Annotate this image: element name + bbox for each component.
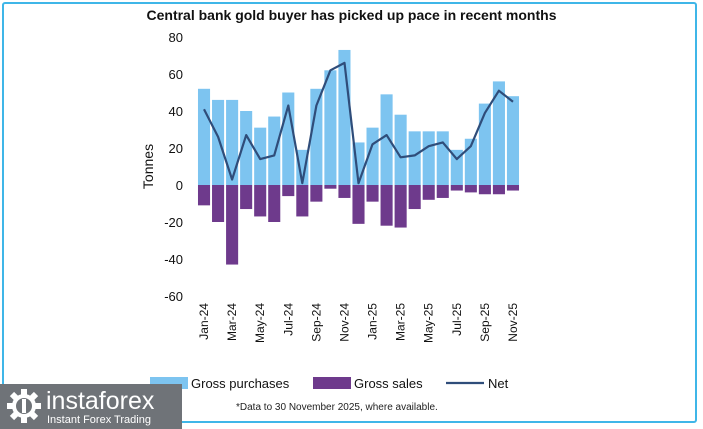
sales-bar [268, 185, 281, 222]
sales-bar [436, 185, 449, 198]
sales-bar [310, 185, 323, 202]
sales-bar [366, 185, 379, 202]
purchase-bar [197, 88, 211, 185]
x-tick-label: Nov-25 [506, 303, 520, 342]
sales-bar [338, 185, 351, 198]
sales-bar [197, 185, 211, 206]
sales-bar [324, 185, 337, 189]
sales-bar [464, 185, 477, 193]
net-line [203, 61, 514, 185]
x-tick-label: Jan-24 [197, 303, 211, 340]
brand-name: instaforex [46, 387, 155, 415]
y-tick-label: 80 [169, 30, 183, 45]
purchase-bar [436, 131, 449, 185]
legend-swatch-sales [313, 377, 351, 389]
y-tick-label: -60 [164, 289, 183, 304]
purchase-bar [296, 149, 309, 185]
sales-bar [240, 185, 253, 210]
x-tick-label: May-25 [422, 303, 436, 343]
x-tick-label: Mar-25 [394, 303, 408, 341]
purchase-bar [240, 111, 253, 185]
legend-label-sales: Gross sales [354, 376, 423, 391]
y-tick-label: 60 [169, 67, 183, 82]
instaforex-watermark: instaforex Instant Forex Trading [0, 384, 182, 429]
x-tick-label: Nov-24 [337, 303, 351, 342]
y-axis-label: Tonnes [140, 144, 156, 189]
sales-bar [254, 185, 267, 217]
footnote: *Data to 30 November 2025, where availab… [236, 402, 438, 413]
chart-title: Central bank gold buyer has picked up pa… [146, 7, 557, 23]
y-tick-label: 0 [176, 178, 183, 193]
purchase-bar [380, 94, 393, 185]
purchase-bar [492, 81, 505, 185]
sales-bar [492, 185, 505, 195]
brand-tagline: Instant Forex Trading [47, 414, 151, 426]
y-tick-label: 20 [169, 141, 183, 156]
sales-bar [226, 185, 239, 265]
x-tick-label: May-24 [253, 303, 267, 343]
x-tick-label: Sep-25 [478, 303, 492, 342]
purchase-bar [212, 99, 225, 185]
purchase-bar [408, 131, 421, 185]
instaforex-logo-icon [7, 389, 41, 423]
purchase-bar [506, 96, 520, 185]
y-tick-label: 40 [169, 104, 183, 119]
legend-label-purchases: Gross purchases [191, 376, 290, 391]
chart-frame [2, 2, 697, 423]
purchase-bar [394, 114, 407, 185]
legend-label-net: Net [488, 376, 509, 391]
sales-bar [380, 185, 393, 226]
y-tick-label: -20 [164, 215, 183, 230]
x-tick-label: Sep-24 [309, 303, 323, 342]
purchase-bar [324, 70, 337, 185]
y-tick-label: -40 [164, 252, 183, 267]
purchase-bar [310, 88, 323, 185]
purchase-bar [422, 131, 435, 185]
sales-bar [212, 185, 225, 222]
sales-bar [450, 185, 463, 191]
x-tick-label: Jul-24 [281, 303, 295, 336]
sales-bar [296, 185, 309, 217]
sales-bar [506, 185, 520, 191]
purchase-bar [254, 127, 267, 185]
x-tick-label: Mar-24 [225, 303, 239, 341]
purchase-bar [450, 149, 463, 185]
purchase-bar [226, 99, 239, 185]
x-tick-label: Jan-25 [366, 303, 380, 340]
sales-bar [478, 185, 491, 195]
sales-bar [282, 185, 295, 197]
sales-bar [408, 185, 421, 210]
purchase-bar [478, 103, 491, 185]
sales-bar [422, 185, 435, 200]
sales-bar [352, 185, 365, 224]
purchase-bar [268, 116, 281, 185]
sales-bar [394, 185, 407, 228]
x-tick-label: Jul-25 [450, 303, 464, 336]
